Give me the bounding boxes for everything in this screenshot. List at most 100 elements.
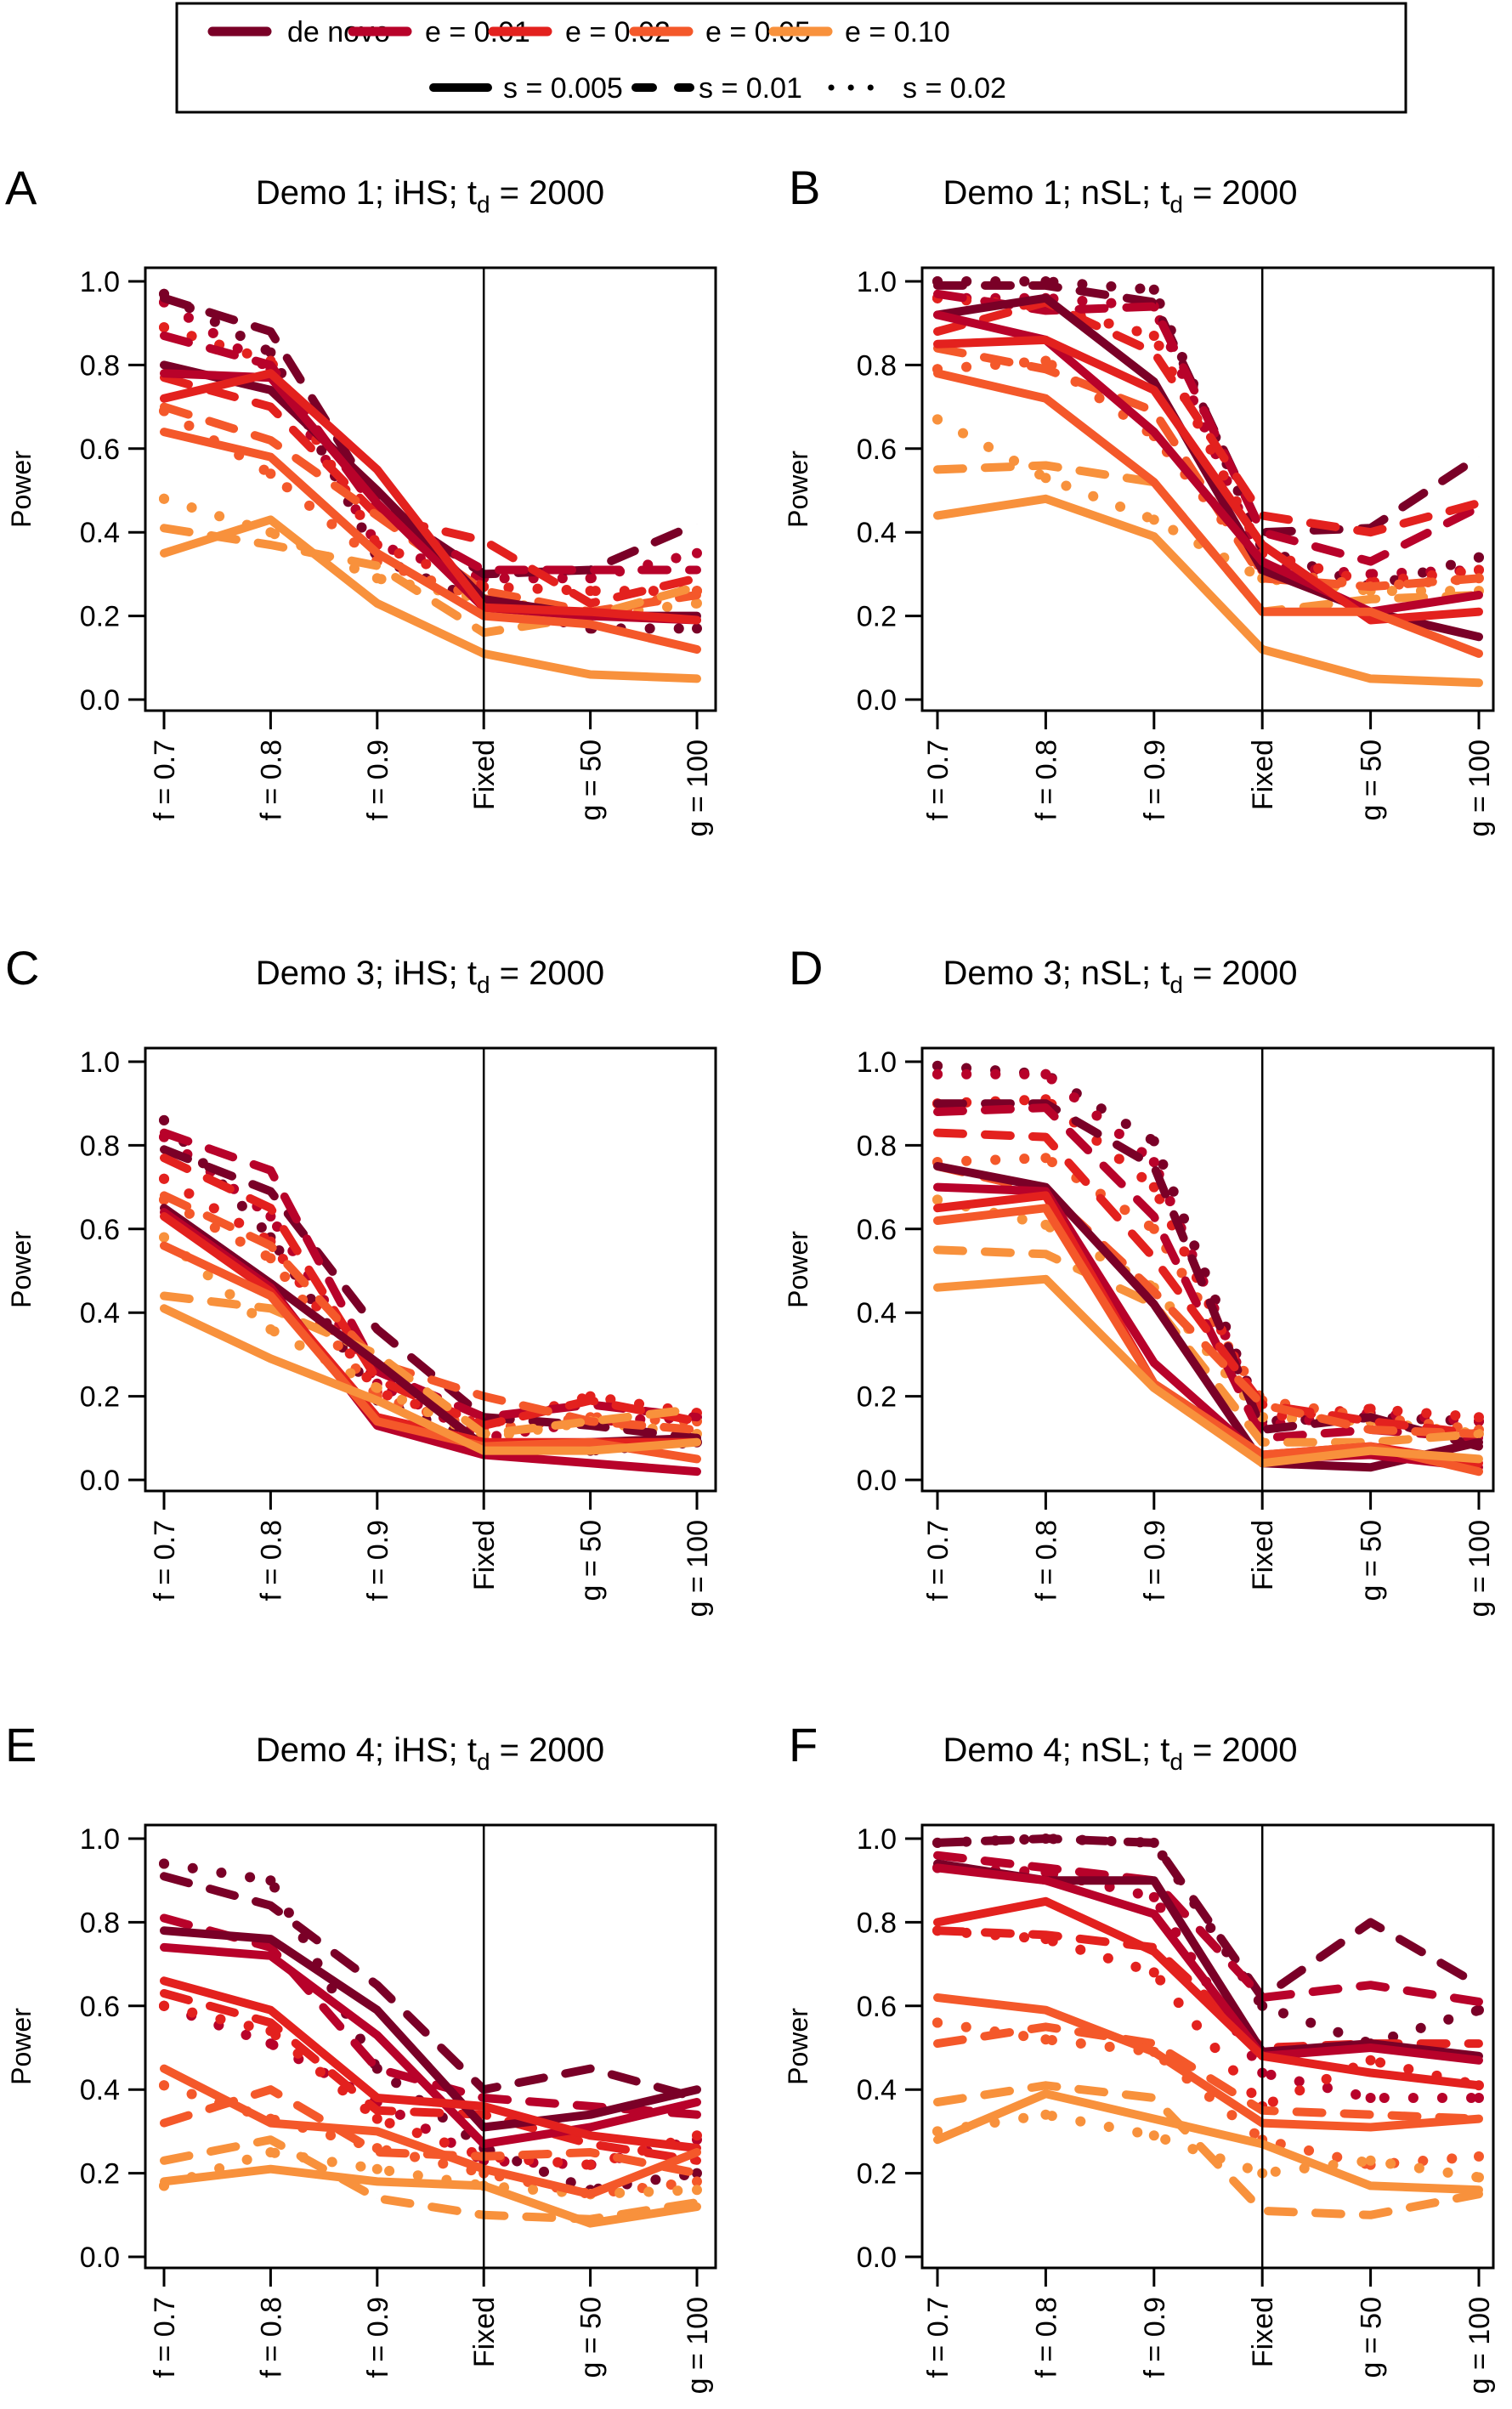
series-line [933,298,1483,537]
y-axis: 0.0 0.2 0.4 0.6 0.8 1.0 Power [6,1823,145,2274]
series-line [160,1913,701,2119]
x-tick-label: f = 0.9 [1139,1520,1171,1601]
series-line [160,1153,701,1430]
data-point [692,547,702,558]
y-tick-label: 0.6 [80,434,120,466]
title-subscript: d [477,972,490,998]
legend-entry-s002: s = 0.02 [828,72,1006,105]
data-point [1365,2055,1376,2066]
data-point [1040,2109,1051,2120]
legend-label: s = 0.01 [699,72,802,105]
panel-title: Demo 4; iHS; td = 2000 [256,1732,604,1775]
x-tick-label: Fixed [468,2297,501,2367]
panel-letter: D [789,941,823,995]
y-tick-label: 0.0 [857,684,897,717]
x-tick-label: g = 50 [1356,2297,1388,2378]
data-point [1474,564,1484,575]
x-tick-label: f = 0.7 [922,1520,954,1601]
series-line [933,1274,1483,1468]
series-line [160,1989,701,2165]
y-tick-label: 0.6 [80,1214,120,1246]
series-line [933,1182,1483,1472]
series-line [933,1896,1483,2090]
data-point [1474,2151,1484,2162]
y-axis: 0.0 0.2 0.4 0.6 0.8 1.0 Power [783,1823,922,2274]
series-line [160,1191,701,1434]
data-point [159,322,169,333]
y-tick-label: 0.8 [857,1907,897,1939]
data-point [265,1253,276,1264]
data-point [1474,2004,1484,2015]
series-line [160,1304,701,1455]
panel-letter: F [789,1718,818,1771]
legend-label: s = 0.005 [503,72,623,105]
panel-letter: B [789,161,820,214]
x-tick-label: Fixed [1247,2297,1279,2367]
data-point [1148,1136,1159,1147]
panel-title: Demo 4; nSL; td = 2000 [943,1732,1298,1775]
data-point [159,1114,169,1125]
y-tick-label: 0.6 [857,1991,897,2023]
y-tick-label: 0.2 [80,601,120,633]
y-tick-label: 0.8 [80,349,120,382]
series-line [160,1942,701,2149]
x-tick-label: f = 0.8 [1030,1520,1062,1601]
y-axis-label: Power [783,2008,813,2085]
x-tick-label: f = 0.9 [362,1520,394,1601]
x-tick-label: f = 0.9 [1139,740,1171,820]
panel-B: B Demo 1; nSL; td = 2000 0.0 0.2 0.4 0.6 0.8 1.… [783,161,1496,836]
data-point [1474,1412,1484,1423]
series-line [160,2164,701,2228]
y-tick-label: 0.4 [857,2074,897,2106]
x-tick-label: f = 0.9 [362,740,394,820]
y-axis: 0.0 0.2 0.4 0.6 0.8 1.0 Power [783,266,922,717]
x-tick-label: f = 0.8 [255,2297,287,2378]
series-line [159,1858,702,2196]
y-tick-label: 0.0 [80,2242,120,2274]
data-point [1365,2155,1376,2166]
series-line [933,1162,1483,1472]
series-line [933,343,1483,592]
plot-frame [144,266,717,712]
x-tick-label: g = 100 [682,2297,714,2394]
panel-letter: A [5,161,37,214]
y-tick-label: 0.8 [857,1130,897,1162]
panel-letter: C [5,941,39,995]
plot-frame [920,1046,1495,1493]
x-axis: f = 0.7 f = 0.8 f = 0.9 Fixed g = 50 g = 100 [149,711,714,836]
panel-A: A Demo 1; iHS; td = 2000 0.0 0.2 0.4 0.6 0.8 1.… [5,161,717,836]
data-point [932,2017,943,2028]
series-line [160,428,701,654]
series-line [932,1068,1484,1431]
y-tick-label: 0.0 [857,1465,897,1497]
data-point [159,2080,169,2091]
data-point [1148,1157,1159,1168]
data-point [265,2038,276,2049]
title-subscript: d [477,191,490,218]
plot-frame [920,266,1495,712]
data-point [1474,2172,1484,2183]
data-point [932,1194,943,1205]
title-subscript: d [1169,1749,1183,1775]
legend-entry-e002: e = 0.02 [488,16,671,48]
series-line [159,1173,702,1431]
data-point [932,1060,943,1071]
y-tick-label: 0.0 [857,2242,897,2274]
title-suffix: = 2000 [1183,174,1298,212]
title-subscript: d [477,1749,490,1775]
data-point [585,586,596,597]
y-tick-label: 1.0 [80,266,120,298]
title-main: Demo 1; nSL; t [943,174,1170,212]
y-axis: 0.0 0.2 0.4 0.6 0.8 1.0 Power [6,1046,145,1497]
series-line [932,2017,1484,2170]
title-suffix: = 2000 [1183,955,1298,992]
y-axis-label: Power [783,451,813,528]
series-line [932,1153,1484,1435]
data-point [585,2159,596,2170]
legend-entry-s001: s = 0.01 [631,72,802,105]
series-line [932,355,1484,592]
x-axis: f = 0.7 f = 0.8 f = 0.9 Fixed g = 50 g = 100 [149,1491,714,1617]
x-tick-label: Fixed [1247,740,1279,810]
panels: A Demo 1; iHS; td = 20000.00.20.40.60.81.… [5,161,1496,2394]
data-point [932,1068,943,1080]
